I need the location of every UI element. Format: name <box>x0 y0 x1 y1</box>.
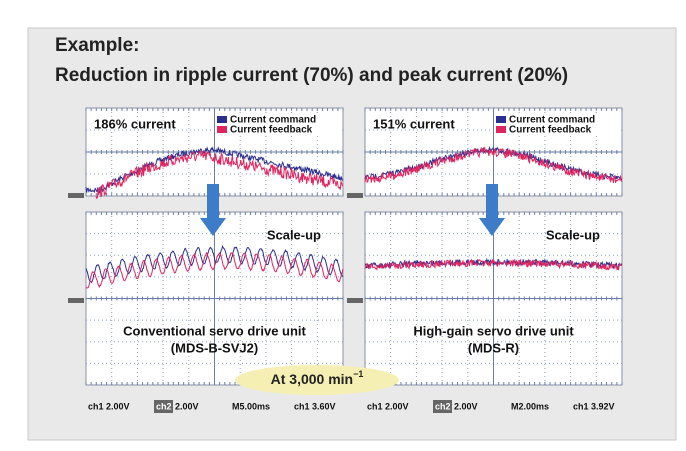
footer-text: M5.00ms <box>232 401 270 411</box>
waveform <box>95 149 343 200</box>
caption-line: (MDS-B-SVJ2) <box>171 340 258 355</box>
footer-text: 2.00V <box>175 401 199 411</box>
footer-text: 2.00V <box>454 401 478 411</box>
level-marker <box>347 298 363 303</box>
footer-text: ch1 3.60V <box>294 401 336 411</box>
legend-entry: Current feedback <box>230 125 313 136</box>
channel-tag <box>154 400 173 413</box>
arrow <box>479 184 505 236</box>
waveform <box>364 258 623 271</box>
waveform <box>85 245 344 284</box>
waveform <box>364 145 623 182</box>
legend-background <box>494 113 618 136</box>
legend-swatch <box>217 116 227 123</box>
scope-label: 151% current <box>373 116 455 131</box>
zoom-label: Scale-up <box>267 227 321 242</box>
footer-text: ch1 3.92V <box>573 401 615 411</box>
footer-text: ch2 <box>156 401 172 411</box>
footer-text: M2.00ms <box>511 401 549 411</box>
title-line: Reduction in ripple current (70%) and pe… <box>55 65 568 86</box>
waveform <box>364 146 623 184</box>
zoom-label: Scale-up <box>546 227 600 242</box>
legend-swatch <box>496 116 506 123</box>
legend-entry: Current feedback <box>509 125 592 136</box>
title-line: Example: <box>55 35 139 56</box>
channel-tag <box>433 400 452 413</box>
legend-background <box>215 113 339 136</box>
arrow <box>200 184 226 236</box>
caption-line: High-gain servo drive unit <box>413 323 574 338</box>
level-marker <box>68 193 84 198</box>
level-marker <box>347 193 363 198</box>
badge-background <box>235 365 399 395</box>
waveform <box>85 251 344 289</box>
caption-line: Conventional servo drive unit <box>123 323 306 338</box>
footer-text: ch2 <box>435 401 451 411</box>
badge-text: At 3,000 min−1 <box>271 369 364 386</box>
legend-swatch <box>217 126 227 133</box>
scope-label: 186% current <box>94 116 176 131</box>
level-marker <box>68 298 84 303</box>
caption-line: (MDS-R) <box>468 340 519 355</box>
footer-text: ch1 2.00V <box>367 401 409 411</box>
legend-entry: Current command <box>230 115 316 126</box>
footer-text: ch1 2.00V <box>88 401 130 411</box>
legend-swatch <box>496 126 506 133</box>
legend-entry: Current command <box>509 115 595 126</box>
